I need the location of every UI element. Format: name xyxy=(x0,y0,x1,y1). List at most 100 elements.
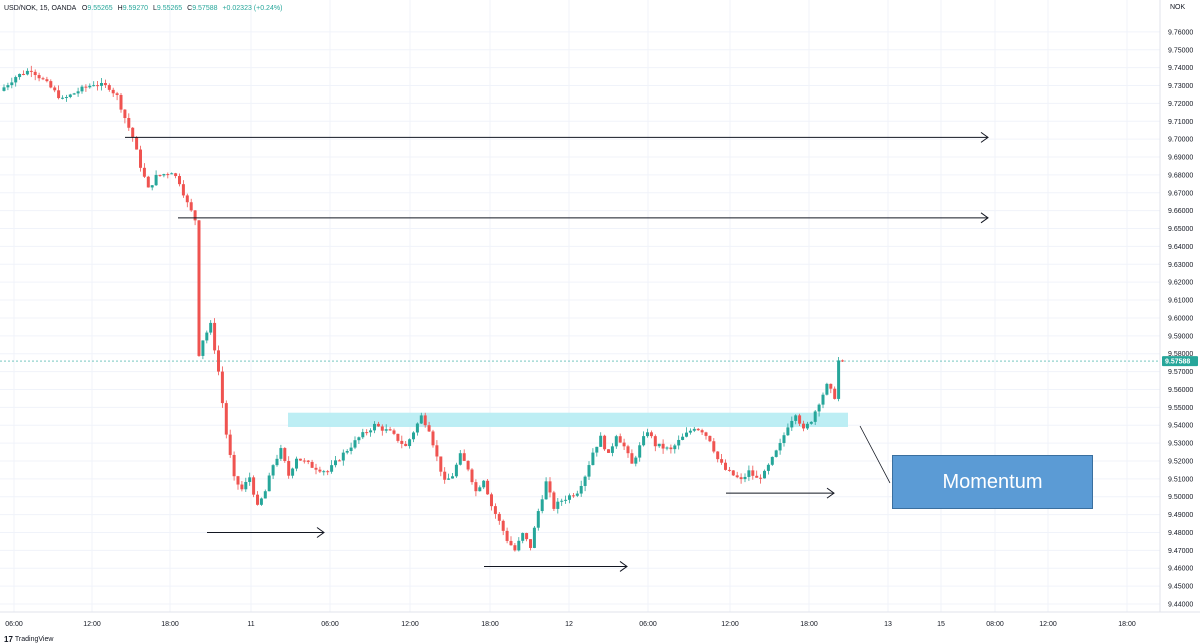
price-tick: 9.49000 xyxy=(1168,512,1193,519)
candle-body xyxy=(10,82,14,86)
candle-body xyxy=(560,500,564,502)
legend-low: 9.55265 xyxy=(157,5,182,12)
candle-body xyxy=(571,495,575,497)
candle-body xyxy=(271,465,275,476)
price-tick: 9.73000 xyxy=(1168,83,1193,90)
candle-body xyxy=(681,436,685,440)
candle-body xyxy=(575,493,579,496)
candle-body xyxy=(716,451,720,460)
price-tick: 9.62000 xyxy=(1168,280,1193,287)
momentum-annotation[interactable]: Momentum xyxy=(892,455,1093,509)
candle-body xyxy=(790,420,794,428)
candle-body xyxy=(607,449,610,453)
candle-body xyxy=(49,81,53,88)
level-arrow-head xyxy=(619,561,628,572)
price-tick: 9.59000 xyxy=(1168,333,1193,340)
candle-body xyxy=(743,476,747,480)
time-tick: 06:00 xyxy=(639,621,657,628)
candle-body xyxy=(310,461,314,468)
candle-body xyxy=(825,383,829,395)
candle-body xyxy=(334,460,337,466)
candle-body xyxy=(766,464,770,471)
level-arrow-head xyxy=(980,212,989,224)
candle-body xyxy=(205,332,209,341)
candle-body xyxy=(150,185,154,188)
price-tick: 9.67000 xyxy=(1168,190,1193,197)
candle-body xyxy=(57,90,61,99)
candle-body xyxy=(142,167,146,177)
price-tick: 9.53000 xyxy=(1168,441,1193,448)
candle-body xyxy=(178,176,181,185)
time-axis[interactable]: 06:00 12:00 18:00 11 06:00 12:00 18:00 12 06:00 1… xyxy=(5,621,1136,628)
time-tick: 12:00 xyxy=(1039,621,1057,628)
candle-body xyxy=(228,434,232,455)
candle-body xyxy=(14,77,18,83)
candle-body xyxy=(146,176,150,188)
legend: USD/NOK, 15, OANDA O9.55265 H9.59270 L9.… xyxy=(4,5,282,12)
candle-body xyxy=(135,137,139,150)
legend-high: 9.59270 xyxy=(123,5,148,12)
candle-body xyxy=(400,440,404,444)
price-tick: 9.61000 xyxy=(1168,298,1193,305)
price-tick: 9.50000 xyxy=(1168,494,1193,501)
candle-body xyxy=(548,481,552,493)
tradingview-logo[interactable]: 17 TradingView xyxy=(4,635,53,644)
candle-body xyxy=(92,85,96,87)
candle-body xyxy=(591,452,595,466)
candle-body xyxy=(139,149,142,168)
candle-body xyxy=(493,506,497,514)
candle-body xyxy=(552,492,556,509)
level-arrow-head xyxy=(980,131,989,143)
candle-body xyxy=(833,388,837,399)
candle-body xyxy=(330,465,334,472)
candle-body xyxy=(263,491,267,499)
candle-body xyxy=(259,498,263,505)
time-tick: 18:00 xyxy=(800,621,818,628)
price-tick: 9.48000 xyxy=(1168,530,1193,537)
candle-body xyxy=(72,93,76,95)
candle-body xyxy=(544,481,548,500)
candle-body xyxy=(610,446,614,453)
candle-body xyxy=(61,97,64,99)
candle-body xyxy=(357,437,361,441)
candle-body xyxy=(478,487,482,492)
candle-body xyxy=(462,453,466,461)
candle-body xyxy=(37,75,41,79)
candle-body xyxy=(419,415,423,424)
time-tick: 06:00 xyxy=(321,621,339,628)
candle-body xyxy=(6,85,10,88)
candle-body xyxy=(809,421,813,424)
candle-body xyxy=(685,432,688,437)
price-tick: 9.69000 xyxy=(1168,155,1193,162)
candle-body xyxy=(189,202,193,211)
candle-body xyxy=(720,459,724,463)
candle-body xyxy=(505,530,509,541)
candle-body xyxy=(361,432,365,438)
candle-body xyxy=(158,174,162,176)
candle-body xyxy=(739,477,743,480)
candle-body xyxy=(642,436,646,446)
candle-body xyxy=(501,520,505,531)
legend-change: +0.02323 (+0.24%) xyxy=(222,5,282,12)
candle-body xyxy=(443,471,447,480)
zone-rect xyxy=(288,412,848,427)
candle-body xyxy=(540,499,544,512)
candle-body xyxy=(805,423,809,429)
price-tick: 9.65000 xyxy=(1168,226,1193,233)
level-arrows xyxy=(125,131,989,572)
price-axis[interactable]: 9.76000 9.75000 9.74000 9.73000 9.72000 9.710… xyxy=(1168,29,1193,608)
candle-body xyxy=(837,360,841,399)
candle-body xyxy=(2,87,6,91)
candle-body xyxy=(490,494,493,507)
legend-close: 9.57588 xyxy=(192,5,217,12)
time-tick: 12:00 xyxy=(83,621,101,628)
time-tick: 06:00 xyxy=(5,621,23,628)
price-tag-text: 9.57588 xyxy=(1165,359,1190,366)
candle-body xyxy=(603,435,607,450)
tradingview-label: TradingView xyxy=(14,636,54,643)
candle-body xyxy=(649,432,653,437)
candle-body xyxy=(337,460,341,462)
price-tick: 9.58000 xyxy=(1168,351,1193,358)
